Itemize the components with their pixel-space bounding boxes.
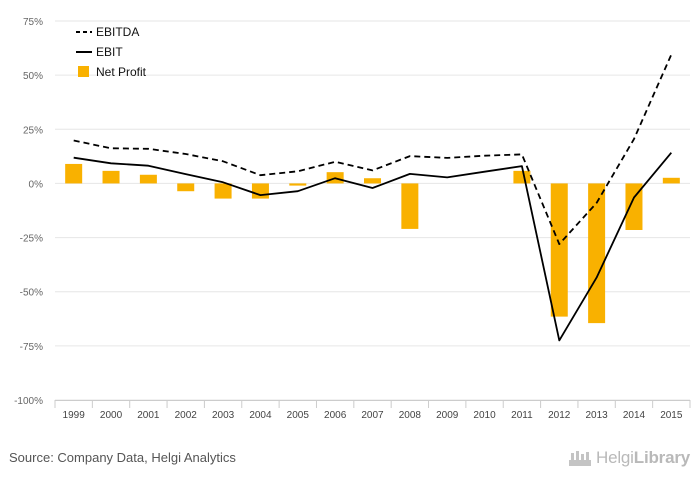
- x-tick-label: 2011: [511, 410, 533, 421]
- x-tick-label: 2014: [623, 410, 646, 421]
- net-profit-bar: [513, 170, 531, 184]
- net-profit-bar: [139, 174, 157, 184]
- legend-label: EBIT: [96, 45, 123, 59]
- y-tick-label: -25%: [20, 234, 43, 245]
- x-tick-label: 2003: [212, 410, 235, 421]
- x-tick-label: 2005: [287, 410, 310, 421]
- source-note: Source: Company Data, Helgi Analytics: [9, 450, 236, 465]
- net-profit-bar: [588, 183, 606, 324]
- x-tick-label: 2006: [324, 410, 347, 421]
- y-tick-label: -50%: [20, 288, 43, 299]
- net-profit-bars: [65, 163, 680, 324]
- y-tick-label: -100%: [14, 396, 43, 407]
- y-tick-label: 75%: [23, 17, 43, 28]
- net-profit-bar: [214, 183, 232, 199]
- ebit-line: [73, 152, 672, 342]
- library-icon: [569, 451, 592, 466]
- y-tick-label: -75%: [20, 342, 43, 353]
- legend: EBITDA EBIT Net Profit: [76, 25, 147, 79]
- x-tick-label: 2000: [100, 410, 123, 421]
- x-tick-label: 2012: [548, 410, 571, 421]
- legend-label: Net Profit: [96, 65, 147, 79]
- combo-chart: 75% 50% 25% 0% -25% -50% -75% -100% 1999 2000 200…: [14, 17, 691, 421]
- y-tick-label: 0%: [29, 179, 44, 190]
- y-tick-label: 25%: [23, 125, 43, 136]
- y-tick-label: 50%: [23, 71, 43, 82]
- logo-prefix: Helgi: [596, 448, 634, 467]
- x-tick-label: 2002: [175, 410, 198, 421]
- x-tick-label: 2015: [660, 410, 683, 421]
- net-profit-bar: [625, 183, 643, 230]
- net-profit-bar: [662, 177, 680, 184]
- legend-swatch-net-profit: [78, 66, 89, 77]
- net-profit-bar: [177, 183, 195, 192]
- net-profit-bar: [401, 183, 419, 229]
- logo-suffix: Library: [633, 448, 690, 467]
- x-tick-label: 2009: [436, 410, 459, 421]
- net-profit-bar: [364, 178, 381, 184]
- x-tick-label: 2007: [361, 410, 384, 421]
- net-profit-bar: [289, 183, 307, 186]
- x-tick-label: 2004: [249, 410, 272, 421]
- net-profit-bar: [251, 183, 269, 199]
- x-tick-label: 2008: [399, 410, 422, 421]
- legend-label: EBITDA: [96, 25, 139, 39]
- series-lines: [73, 54, 673, 342]
- x-tick-label: 2001: [137, 410, 160, 421]
- x-axis: 1999 2000 2001 2002 2003 2004 2005 2006 2007 2008…: [54, 400, 691, 421]
- net-profit-bar: [102, 170, 120, 184]
- y-axis: 75% 50% 25% 0% -25% -50% -75% -100%: [14, 17, 43, 407]
- net-profit-bar: [550, 183, 568, 317]
- x-tick-label: 2013: [585, 410, 608, 421]
- helgi-library-logo: Helgi Library: [568, 448, 690, 468]
- x-tick-label: 1999: [63, 410, 86, 421]
- x-tick-label: 2010: [473, 410, 496, 421]
- grid-lines: [55, 20, 690, 401]
- ebitda-line: [73, 54, 673, 246]
- net-profit-bar: [65, 163, 83, 184]
